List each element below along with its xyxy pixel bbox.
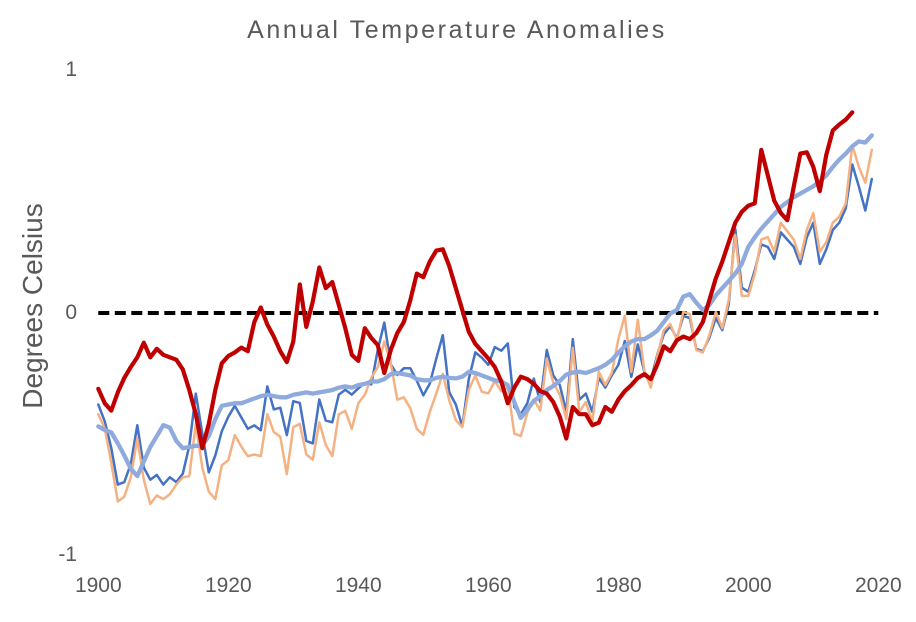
- svg-text:2020: 2020: [855, 574, 902, 597]
- svg-text:1960: 1960: [465, 574, 512, 597]
- svg-text:0: 0: [65, 301, 77, 324]
- svg-text:1920: 1920: [205, 574, 252, 597]
- svg-text:Degrees Celsius: Degrees Celsius: [17, 203, 48, 408]
- svg-text:1900: 1900: [75, 574, 122, 597]
- svg-text:1980: 1980: [595, 574, 642, 597]
- svg-text:-1: -1: [58, 543, 77, 566]
- svg-text:1: 1: [65, 58, 77, 81]
- svg-text:Annual Temperature Anomalies: Annual Temperature Anomalies: [247, 16, 667, 44]
- svg-text:2000: 2000: [725, 574, 772, 597]
- svg-text:1940: 1940: [335, 574, 382, 597]
